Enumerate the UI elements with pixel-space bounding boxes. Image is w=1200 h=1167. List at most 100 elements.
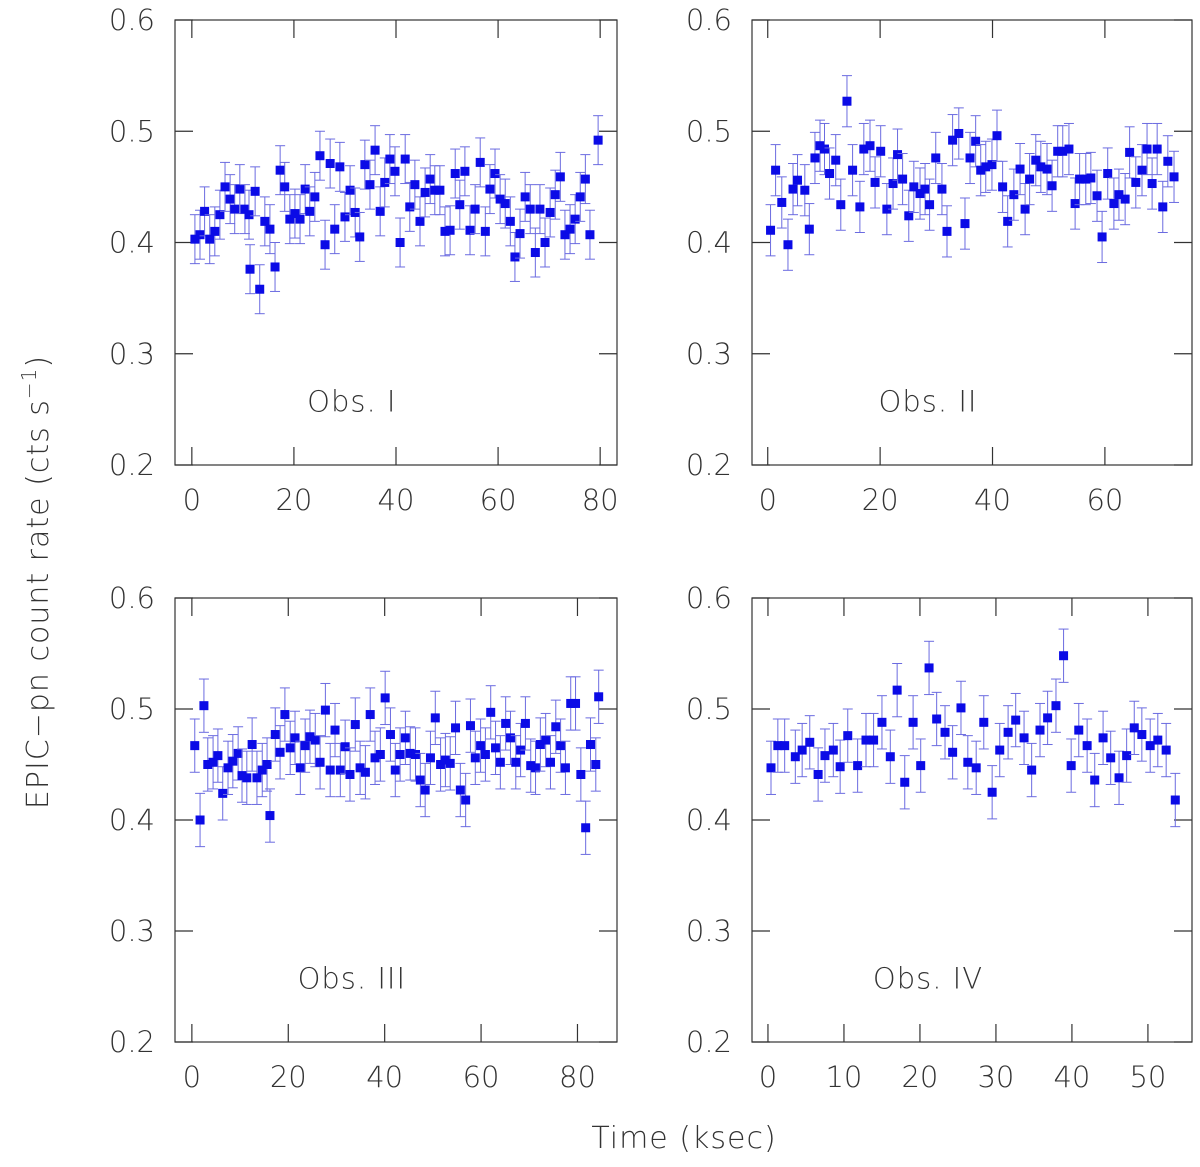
data-point — [1025, 174, 1035, 184]
x-tick-label: 20 — [275, 483, 312, 517]
data-point — [783, 240, 793, 250]
data-point — [285, 743, 295, 753]
data-point — [859, 144, 869, 154]
data-point — [445, 758, 455, 768]
data-point — [380, 177, 390, 187]
data-point — [545, 207, 555, 217]
data-point — [1031, 155, 1041, 165]
y-tick-label: 0.5 — [686, 114, 732, 148]
data-point — [1047, 181, 1057, 191]
data-point — [415, 216, 425, 226]
data-point — [451, 723, 461, 733]
data-point — [541, 735, 551, 745]
data-point — [440, 755, 450, 765]
x-tick-label: 0 — [183, 483, 201, 517]
data-point — [205, 234, 215, 244]
data-point — [560, 763, 570, 773]
data-point — [495, 757, 505, 767]
y-tick-label: 0.6 — [109, 3, 155, 37]
data-point — [1106, 753, 1116, 763]
data-point — [555, 172, 565, 182]
data-point — [805, 737, 815, 747]
data-point — [908, 717, 918, 727]
data-point — [992, 131, 1002, 141]
data-point — [1097, 232, 1107, 242]
data-point — [430, 185, 440, 195]
y-tick-label: 0.6 — [109, 581, 155, 615]
data-point — [870, 177, 880, 187]
data-point — [270, 262, 280, 272]
data-point — [925, 200, 935, 210]
data-point — [385, 730, 395, 740]
data-point — [520, 718, 530, 728]
data-point — [1137, 165, 1147, 175]
data-point — [1009, 190, 1019, 200]
data-point — [235, 184, 245, 194]
data-point — [420, 187, 430, 197]
data-point — [556, 741, 566, 751]
data-point — [425, 174, 435, 184]
data-point — [360, 767, 370, 777]
data-point — [1035, 725, 1045, 735]
data-point — [540, 238, 550, 247]
data-point — [531, 763, 541, 773]
data-point — [1147, 179, 1157, 189]
data-point — [400, 733, 410, 743]
data-point — [380, 693, 390, 703]
data-point — [270, 730, 280, 740]
data-point — [1015, 164, 1025, 174]
data-point — [480, 226, 490, 236]
y-tick-label: 0.6 — [686, 581, 732, 615]
data-point — [315, 151, 325, 161]
data-point — [213, 751, 223, 761]
data-point — [771, 165, 781, 175]
data-point — [480, 750, 490, 760]
data-point — [340, 212, 350, 222]
y-tick-label: 0.5 — [686, 692, 732, 726]
data-point — [305, 732, 315, 742]
x-tick-label: 10 — [825, 1060, 862, 1094]
data-point — [1114, 773, 1124, 783]
data-point — [948, 135, 958, 145]
data-point — [1152, 144, 1162, 154]
data-point — [766, 225, 776, 235]
data-point — [1042, 164, 1052, 174]
data-point — [290, 733, 300, 743]
data-point — [275, 165, 285, 175]
data-point — [766, 763, 776, 773]
data-point — [1074, 725, 1084, 735]
data-point — [360, 160, 370, 170]
data-point — [882, 204, 892, 214]
data-point — [551, 722, 561, 732]
data-point — [797, 745, 807, 755]
data-point — [435, 185, 445, 195]
data-point — [1081, 174, 1091, 184]
data-point — [445, 225, 455, 235]
data-point — [405, 748, 415, 758]
y-tick-label: 0.2 — [686, 448, 732, 482]
data-point — [780, 741, 790, 751]
data-point — [898, 174, 908, 184]
y-tick-label: 0.4 — [109, 226, 155, 260]
data-point — [560, 230, 570, 240]
data-point — [1129, 723, 1139, 733]
data-point — [325, 765, 335, 775]
data-point — [594, 692, 604, 702]
data-point — [804, 224, 814, 234]
data-point — [1003, 727, 1013, 737]
data-point — [566, 698, 576, 708]
panel-annotation: Obs. IV — [873, 962, 983, 996]
data-point — [810, 153, 820, 163]
data-point — [265, 811, 275, 821]
data-point — [218, 788, 228, 798]
x-tick-label: 0 — [183, 1060, 201, 1094]
data-point — [904, 211, 914, 221]
data-point — [820, 751, 830, 761]
data-point — [525, 204, 535, 214]
data-point — [495, 194, 505, 204]
data-point — [1161, 745, 1171, 755]
data-point — [325, 159, 335, 169]
data-point — [956, 703, 966, 713]
x-tick-label: 40 — [1053, 1060, 1090, 1094]
data-point — [1059, 651, 1069, 661]
